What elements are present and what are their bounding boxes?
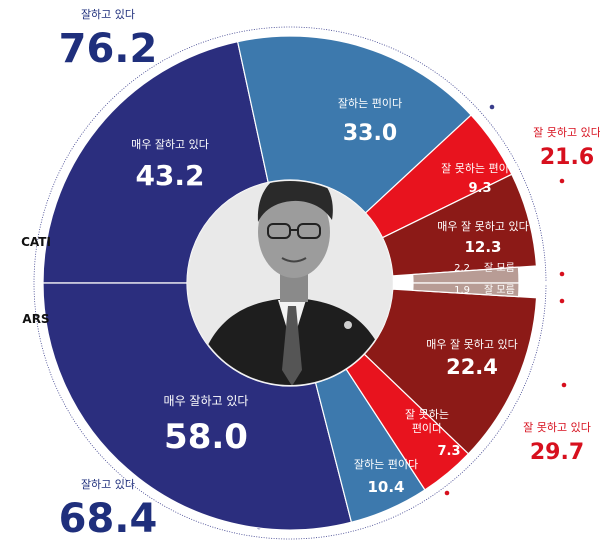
guide-dot-1 — [489, 104, 495, 110]
portrait-figure — [188, 181, 392, 385]
segment-label-cati-2: 잘하는 편이다 — [338, 96, 402, 110]
guide-dot-6 — [444, 490, 450, 496]
segment-label-ars-5: 잘 모름 — [484, 284, 515, 296]
segment-label-ars-2: 잘하는 편이다 — [354, 457, 418, 471]
segment-value-cati-2: 33.0 — [343, 121, 397, 146]
positive-total-value-ars: 68.4 — [59, 496, 158, 542]
guide-dot-3 — [559, 271, 565, 277]
guide-dot-2 — [559, 178, 565, 184]
guide-dot-5 — [561, 382, 567, 388]
portrait-head — [258, 186, 330, 278]
portrait-mouth — [281, 257, 307, 263]
segment-value-cati-5: 2.2 — [454, 263, 470, 274]
total-labels: 잘하고 있다 76.2 잘 못하고 있다 21.6 잘하고 있다 68.4 잘 못하고 있다… — [59, 7, 600, 542]
portrait-lapel-pin — [344, 321, 352, 329]
segment-label-ars-3: 잘 못하는 편이다 — [405, 407, 449, 435]
positive-total-label-cati: 잘하고 있다 — [81, 7, 135, 21]
segment-value-ars-3: 7.3 — [437, 444, 460, 459]
guide-dot-4 — [559, 298, 565, 304]
segment-label-cati-1: 매우 잘하고 있다 — [131, 137, 209, 151]
segment-value-ars-5: 1.9 — [454, 285, 470, 296]
segment-label-cati-3: 잘 못하는 편이다 — [441, 161, 519, 175]
segment-value-ars-4: 22.4 — [446, 355, 498, 379]
donut-segments — [42, 35, 560, 531]
group-label-cati: CATI — [21, 235, 51, 249]
segment-label-ars-4: 매우 잘 못하고 있다 — [426, 337, 517, 351]
segment-value-cati-1: 43.2 — [135, 159, 204, 192]
segment-label-cati-4: 매우 잘 못하고 있다 — [437, 219, 528, 233]
positive-total-value-cati: 76.2 — [59, 26, 158, 72]
segment-label-cati-5: 잘 모름 — [484, 262, 515, 274]
segment-value-ars-1: 58.0 — [164, 417, 248, 457]
segment-value-cati-4: 12.3 — [464, 238, 501, 256]
group-label-ars: ARS — [22, 312, 49, 326]
negative-total-value-ars: 29.7 — [530, 440, 584, 465]
negative-total-label-cati: 잘 못하고 있다 — [533, 125, 600, 139]
positive-total-label-ars: 잘하고 있다 — [81, 477, 135, 491]
negative-total-label-ars: 잘 못하고 있다 — [523, 420, 591, 434]
segment-value-ars-2: 10.4 — [367, 478, 404, 496]
person-portrait-icon — [188, 181, 392, 385]
portrait-hair — [257, 181, 333, 222]
portrait-tie — [282, 306, 302, 385]
segment-labels: 매우 잘하고 있다 43.2 잘하는 편이다 33.0 잘 못하는 편이다 9.3 매우 잘… — [131, 96, 529, 496]
group-labels: CATI ARS — [21, 235, 51, 326]
segment-label-ars-1: 매우 잘하고 있다 — [164, 394, 249, 408]
segment-ars-5 — [412, 282, 520, 298]
negative-total-value-cati: 21.6 — [540, 145, 594, 170]
segment-value-cati-3: 9.3 — [468, 181, 491, 196]
